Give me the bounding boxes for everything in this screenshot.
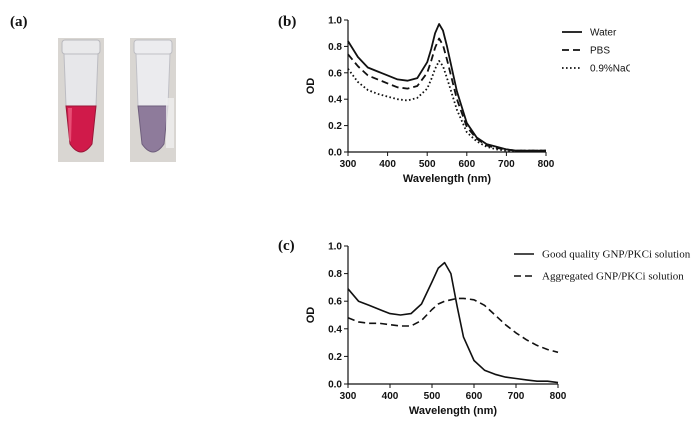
tube-photo-purple — [130, 38, 176, 162]
y-tick-label: 1.0 — [328, 242, 342, 253]
legend-label-1: Good quality GNP/PKCi solution — [542, 249, 691, 261]
y-tick-label: 0.0 — [328, 380, 342, 391]
x-tick-label: 500 — [424, 391, 441, 402]
y-axis-label: OD — [305, 78, 317, 95]
y-tick-label: 0.4 — [328, 95, 342, 106]
series-line-2 — [347, 37, 546, 152]
series-line-2 — [347, 297, 559, 354]
panel-label-b: (b) — [278, 14, 297, 30]
y-tick-label: 0.4 — [328, 324, 342, 335]
x-tick-label: 400 — [382, 391, 399, 402]
tube-cap — [133, 39, 173, 55]
series-line-1 — [347, 23, 546, 152]
series-line-3 — [347, 60, 546, 152]
panel-label-a: (a) — [10, 14, 28, 30]
chart-b: 300 400 500 600 700 800 0.0 0.2 0.4 0.6 0.8 1.0 Wave… — [305, 16, 630, 186]
tube-upper-body — [135, 53, 171, 107]
x-tick-label: 300 — [340, 391, 357, 402]
legend-label-2: PBS — [590, 46, 610, 57]
panel-label-c: (c) — [278, 238, 295, 254]
y-tick-label: 0.6 — [328, 68, 342, 79]
tube-reflection — [166, 98, 174, 148]
tube-photo-red — [58, 38, 104, 162]
chart-c: 300 400 500 600 700 800 0.0 0.2 0.4 0.6 0.8 1.0 Wave… — [305, 242, 691, 418]
y-axis-label: OD — [305, 307, 317, 324]
legend-label-1: Water — [590, 28, 617, 39]
y-tick-label: 0.0 — [328, 148, 342, 159]
x-tick-label: 800 — [550, 391, 567, 402]
tube-liquid — [65, 105, 97, 153]
y-tick-label: 0.2 — [328, 352, 342, 363]
y-tick-label: 1.0 — [328, 16, 342, 27]
y-tick-label: 0.8 — [328, 42, 342, 53]
x-tick-label: 600 — [466, 391, 483, 402]
y-tick-label: 0.2 — [328, 121, 342, 132]
y-tick-label: 0.6 — [328, 297, 342, 308]
tube-liquid — [137, 105, 169, 153]
x-tick-label: 300 — [340, 159, 357, 170]
x-tick-label: 600 — [458, 159, 475, 170]
tube-cap — [61, 39, 101, 55]
x-axis-label: Wavelength (nm) — [403, 173, 492, 185]
x-axis-label: Wavelength (nm) — [409, 405, 498, 417]
tube-highlight — [68, 108, 72, 142]
legend-label-3: 0.9%NaCl — [590, 64, 630, 75]
x-tick-label: 500 — [419, 159, 436, 170]
tube-upper-body — [63, 53, 99, 107]
x-tick-label: 700 — [508, 391, 525, 402]
x-tick-label: 700 — [498, 159, 515, 170]
series-line-1 — [347, 261, 559, 384]
x-tick-label: 400 — [379, 159, 396, 170]
legend-label-2: Aggregated GNP/PKCi solution — [542, 271, 684, 283]
y-tick-label: 0.8 — [328, 269, 342, 280]
x-tick-label: 800 — [538, 159, 555, 170]
